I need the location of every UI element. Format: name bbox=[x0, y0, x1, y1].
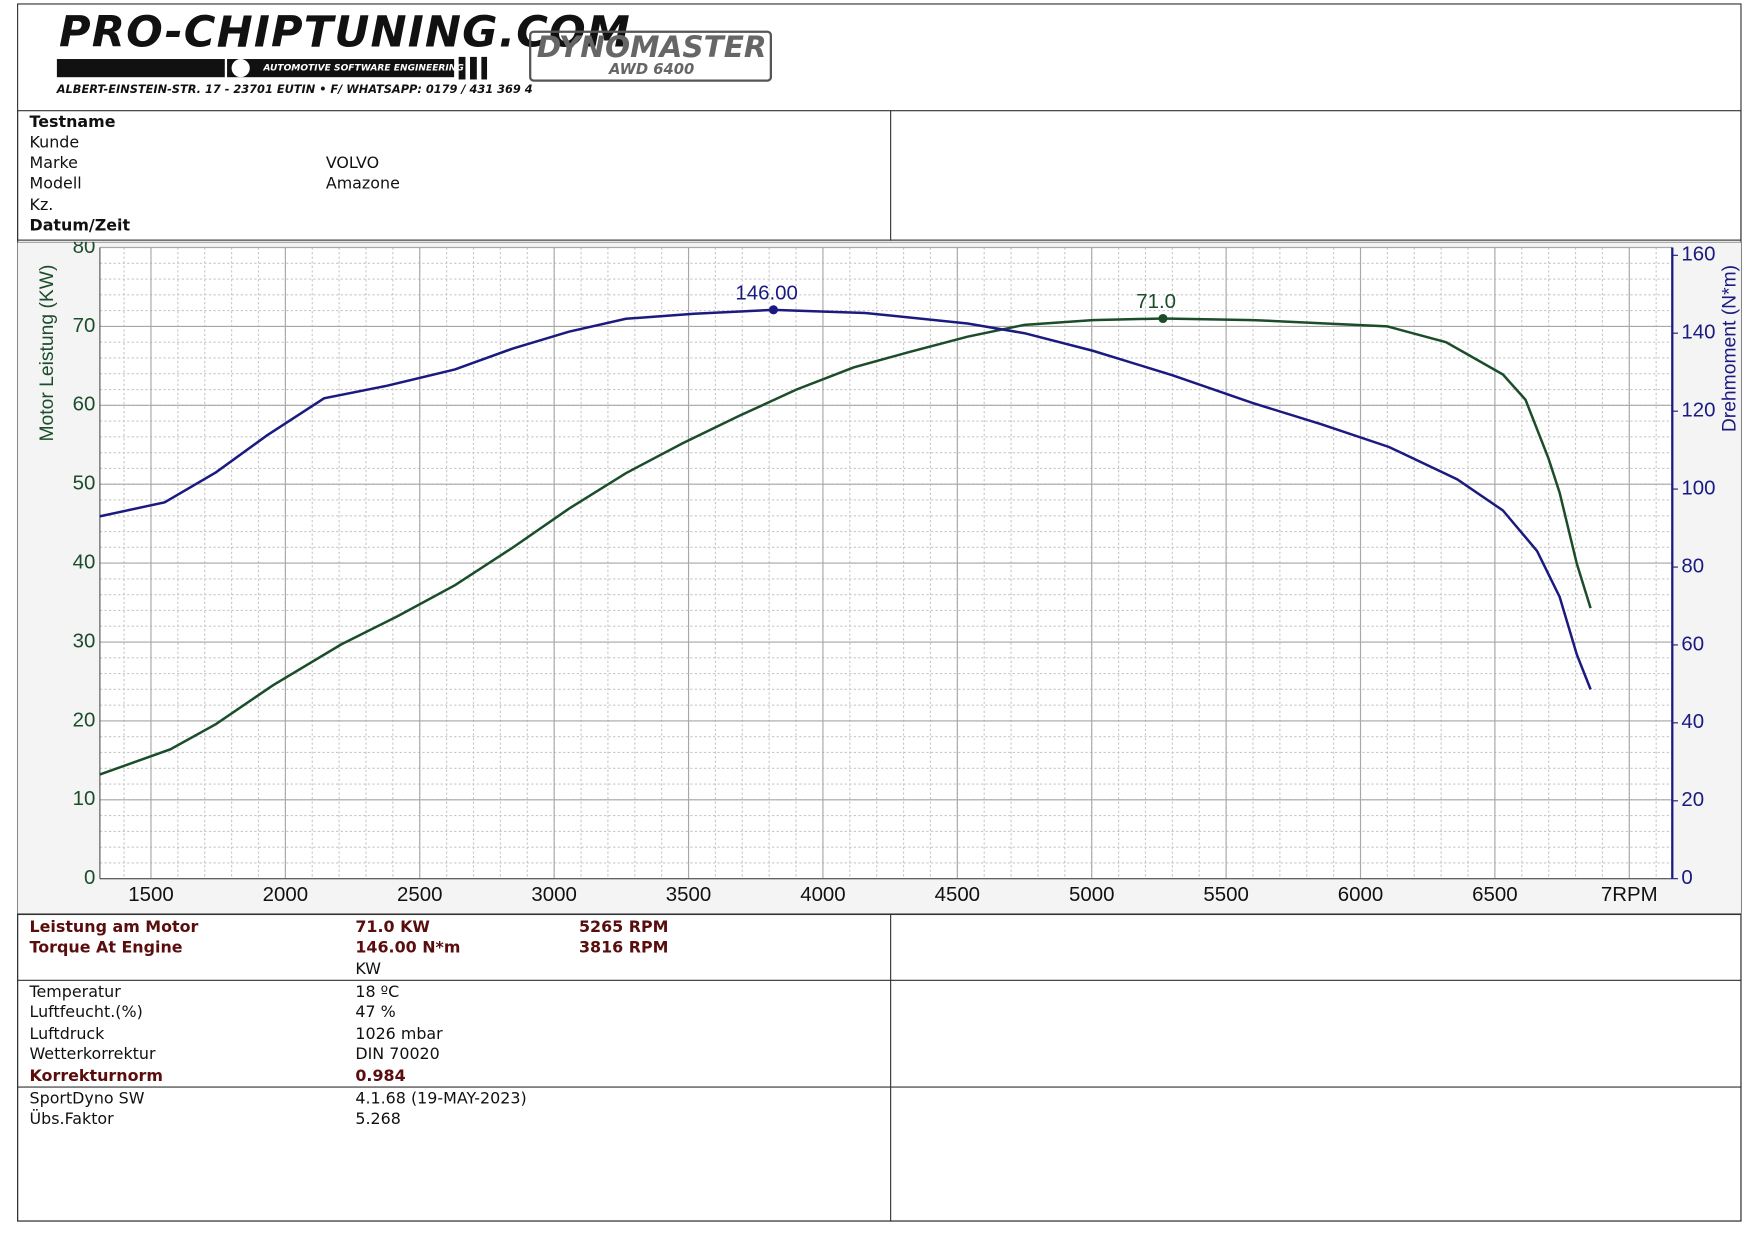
y-axis-label: Motor Leistung (KW) bbox=[37, 265, 58, 442]
dyno-logo: DYNOMASTER bbox=[536, 30, 767, 65]
cond-label: Korrekturnorm bbox=[29, 1067, 163, 1086]
y-tick-label: 70 bbox=[73, 315, 96, 337]
x-tick-label: 6000 bbox=[1338, 884, 1383, 906]
peak-label: 146.00 bbox=[735, 282, 797, 304]
info-label: Kunde bbox=[29, 133, 80, 153]
x-tick-label: 2000 bbox=[263, 884, 308, 906]
divider bbox=[17, 979, 1742, 981]
y2-tick-label: 160 bbox=[1681, 244, 1715, 266]
sw-value: 5.268 bbox=[355, 1110, 401, 1129]
series-line bbox=[99, 317, 1592, 776]
x-tick-label: 5500 bbox=[1203, 884, 1248, 906]
y-tick-label: 30 bbox=[73, 630, 96, 652]
x-tick-label: 4500 bbox=[935, 884, 980, 906]
y2-tick-label: 100 bbox=[1681, 477, 1715, 499]
cond-value: 47 % bbox=[355, 1003, 396, 1022]
y-tick-label: 40 bbox=[73, 551, 96, 573]
cond-label: Temperatur bbox=[29, 983, 121, 1002]
y2-tick-label: 140 bbox=[1681, 322, 1715, 344]
y2-tick-label: 80 bbox=[1681, 555, 1704, 577]
cond-value: 18 ºC bbox=[355, 983, 400, 1002]
result-unit: KW bbox=[355, 960, 381, 979]
x-tick-label: 6500 bbox=[1472, 884, 1517, 906]
info-label: Kz. bbox=[29, 196, 54, 215]
result-label: Leistung am Motor bbox=[29, 918, 199, 937]
x-tick-label: 3500 bbox=[666, 884, 711, 906]
info-value: VOLVO bbox=[325, 154, 380, 173]
address: ALBERT-EINSTEIN-STR. 17 - 23701 EUTIN • … bbox=[56, 84, 533, 97]
divider bbox=[17, 1086, 1742, 1088]
series-line bbox=[99, 308, 1592, 690]
peak-label: 71.0 bbox=[1136, 291, 1176, 313]
logo-tagline: AUTOMOTIVE SOFTWARE ENGINEERING bbox=[263, 62, 464, 73]
sw-label: SportDyno SW bbox=[29, 1089, 145, 1109]
y-tick-label: 50 bbox=[73, 473, 96, 495]
info-label: Testname bbox=[29, 113, 116, 132]
y2-tick-label: 20 bbox=[1681, 789, 1704, 811]
x-tick-label: 4000 bbox=[800, 884, 845, 906]
info-value: Amazone bbox=[325, 174, 400, 194]
result-rpm: 5265 RPM bbox=[579, 918, 669, 937]
y-tick-label: 20 bbox=[73, 709, 96, 731]
divider bbox=[890, 913, 892, 1222]
cond-value: 0.984 bbox=[355, 1067, 406, 1086]
y-tick-label: 10 bbox=[73, 788, 96, 810]
y2-tick-label: 60 bbox=[1681, 633, 1704, 655]
x-tick-label: 7RPM bbox=[1601, 884, 1658, 906]
y-tick-label: 80 bbox=[73, 242, 96, 258]
dyno-logo-box bbox=[529, 30, 773, 82]
peak-marker bbox=[1158, 313, 1168, 324]
x-tick-label: 5000 bbox=[1069, 884, 1114, 906]
result-value: 146.00 N*m bbox=[355, 938, 461, 958]
cond-label: Luftfeucht.(%) bbox=[29, 1003, 143, 1022]
y2-tick-label: 0 bbox=[1681, 867, 1692, 889]
info-label: Marke bbox=[29, 154, 78, 173]
result-rpm: 3816 RPM bbox=[579, 938, 669, 958]
cond-label: Wetterkorrektur bbox=[29, 1045, 156, 1064]
y2-tick-label: 40 bbox=[1681, 711, 1704, 733]
dyno-chart: Motor Leistung (KW) Drehmoment (N*m) 150… bbox=[17, 241, 1742, 914]
peak-marker bbox=[768, 305, 779, 315]
sw-label: Übs.Faktor bbox=[29, 1110, 114, 1129]
result-value: 71.0 KW bbox=[355, 918, 430, 937]
x-tick-label: 2500 bbox=[397, 884, 442, 906]
y2-tick-label: 120 bbox=[1681, 400, 1715, 422]
logo-stripes bbox=[56, 56, 488, 80]
x-tick-label: 1500 bbox=[128, 884, 173, 906]
result-label: Torque At Engine bbox=[29, 938, 183, 958]
sw-value: 4.1.68 (19-MAY-2023) bbox=[355, 1089, 527, 1109]
cond-label: Luftdruck bbox=[29, 1025, 105, 1044]
cond-value: 1026 mbar bbox=[355, 1025, 443, 1044]
info-label: Datum/Zeit bbox=[29, 216, 131, 236]
y-tick-label: 60 bbox=[73, 394, 96, 416]
info-box bbox=[17, 110, 1742, 241]
info-label: Modell bbox=[29, 174, 82, 194]
divider bbox=[890, 110, 892, 241]
cond-value: DIN 70020 bbox=[355, 1045, 440, 1064]
dyno-model: AWD 6400 bbox=[608, 61, 695, 79]
y-tick-label: 0 bbox=[84, 867, 95, 889]
results-box bbox=[17, 913, 1742, 1222]
y2-axis-label: Drehmoment (N*m) bbox=[1719, 265, 1740, 432]
x-tick-label: 3000 bbox=[531, 884, 576, 906]
